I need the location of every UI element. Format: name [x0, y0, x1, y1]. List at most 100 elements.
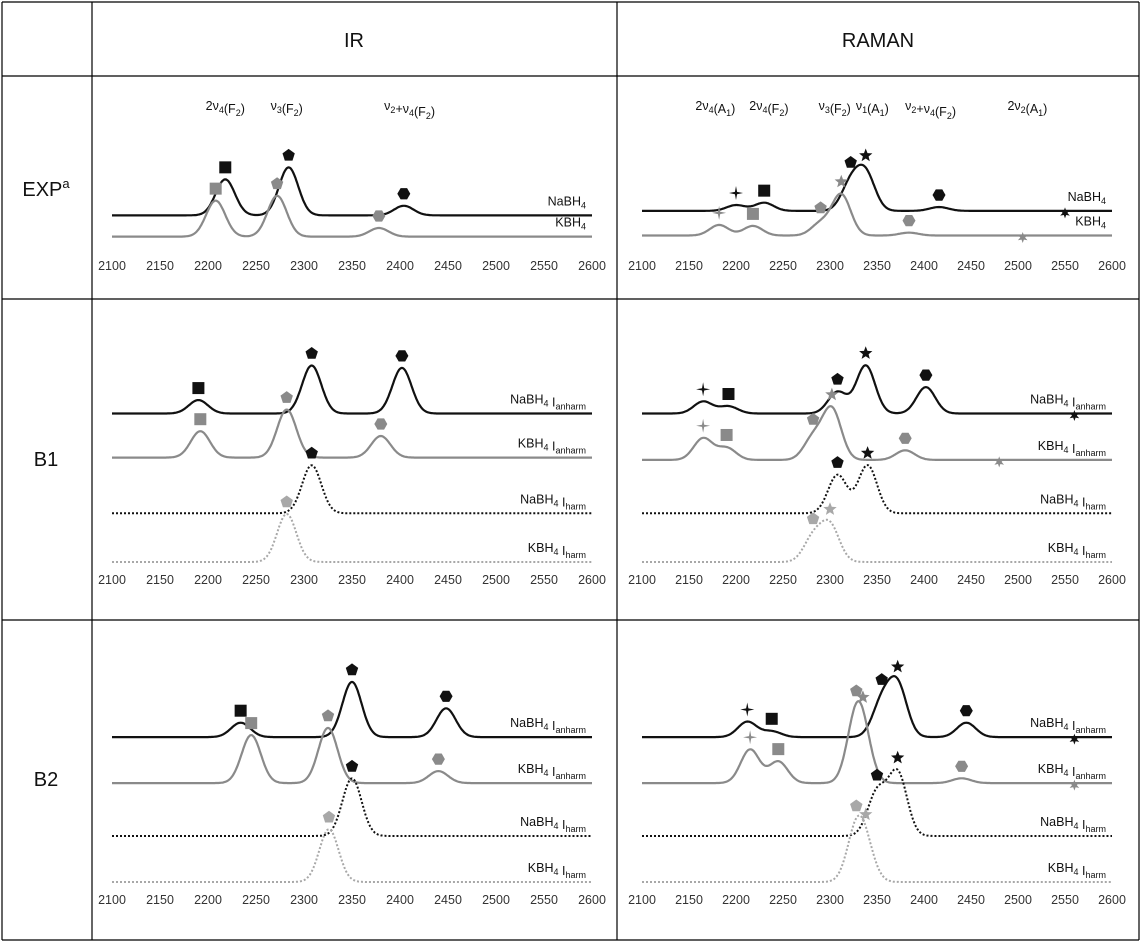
asterisk-marker	[994, 456, 1004, 467]
x-tick-label: 2150	[146, 893, 174, 907]
series-label: NaBH4 Ianharm	[1030, 716, 1106, 735]
anno-part: 2	[749, 99, 756, 113]
label-part: NaBH	[1040, 815, 1073, 829]
x-tick-label: 2300	[290, 573, 318, 587]
anno-part: (F	[414, 105, 426, 119]
x-tick-label: 2600	[1098, 893, 1126, 907]
x-tick-label: 2250	[769, 573, 797, 587]
label-part: KBH	[1038, 439, 1064, 453]
anno-part: (A	[867, 102, 880, 116]
anno-part: )	[885, 102, 889, 116]
x-tick-label: 2400	[910, 573, 938, 587]
mode-annotation: ν3(F2)	[819, 99, 851, 118]
x-tick-label: 2450	[434, 573, 462, 587]
label-part: KBH	[1048, 541, 1074, 555]
label-part: NaBH	[548, 194, 581, 208]
plus-marker	[743, 730, 757, 744]
x-tick-label: 2250	[769, 259, 797, 273]
x-tick-label: 2200	[722, 893, 750, 907]
x-tick-label: 2400	[386, 573, 414, 587]
mode-annotation: ν2+ν4(F2)	[384, 99, 435, 121]
label-part: NaBH	[520, 815, 553, 829]
x-tick-label: 2250	[242, 893, 270, 907]
asterisk-marker	[1060, 207, 1070, 218]
header-ir: IR	[344, 30, 364, 52]
x-tick-label: 2300	[816, 573, 844, 587]
anno-part: (A	[1026, 102, 1039, 116]
label-part: NaBH	[520, 492, 553, 506]
anno-part: (A	[714, 102, 727, 116]
mode-annotation: 2ν4(F2)	[749, 99, 788, 118]
x-tick-label: 2450	[957, 259, 985, 273]
anno-part: )	[731, 102, 735, 116]
star-marker	[823, 502, 836, 515]
x-tick-label: 2500	[1004, 573, 1032, 587]
pentagon-marker	[850, 685, 862, 697]
square-marker	[194, 413, 206, 425]
x-tick-label: 2300	[290, 259, 318, 273]
series-label: KBH4	[1075, 215, 1106, 231]
x-tick-label: 2350	[863, 573, 891, 587]
x-tick-label: 2100	[98, 573, 126, 587]
anno-part: (F	[768, 102, 780, 116]
pentagon-marker	[306, 447, 318, 459]
x-tick-label: 2550	[530, 573, 558, 587]
anno-part: 2	[206, 99, 213, 113]
pentagon-marker	[831, 373, 843, 385]
x-tick-label: 2150	[146, 573, 174, 587]
hexagon-marker	[397, 188, 410, 199]
label-sub: harm	[565, 501, 586, 511]
panel-b2-raman: NaBH4 IanharmKBH4 IanharmNaBH4 IharmKBH4…	[628, 660, 1126, 907]
label-sub: 4	[1101, 196, 1106, 206]
series-label: KBH4 Ianharm	[518, 762, 586, 781]
plus-marker	[696, 382, 710, 396]
x-tick-label: 2550	[530, 259, 558, 273]
hexagon-marker	[955, 761, 968, 772]
label-part: KBH	[555, 216, 581, 230]
x-tick-label: 2600	[1098, 573, 1126, 587]
star-marker	[859, 346, 872, 359]
plus-marker	[696, 419, 710, 433]
asterisk-marker	[1018, 232, 1028, 243]
anno-part: (F	[830, 102, 842, 116]
square-marker	[210, 183, 222, 195]
star-marker	[891, 751, 904, 764]
label-part: NaBH	[510, 716, 543, 730]
anno-part: )	[431, 105, 435, 119]
pentagon-marker	[850, 800, 862, 812]
series-label: KBH4 Ianharm	[1038, 439, 1106, 458]
x-tick-label: 2500	[482, 893, 510, 907]
series-line-nabh4	[642, 165, 1112, 211]
x-tick-label: 2400	[386, 259, 414, 273]
label-sub: harm	[1085, 550, 1106, 560]
series-label: NaBH4 Iharm	[520, 492, 586, 511]
series-label: KBH4 Ianharm	[1038, 762, 1106, 781]
square-marker	[766, 713, 778, 725]
square-marker	[722, 388, 734, 400]
x-tick-label: 2300	[290, 893, 318, 907]
star-marker	[859, 149, 872, 162]
x-tick-label: 2350	[863, 259, 891, 273]
x-tick-label: 2550	[530, 893, 558, 907]
anno-part: (F	[282, 102, 294, 116]
x-tick-label: 2100	[98, 259, 126, 273]
series-label: NaBH4 Iharm	[520, 815, 586, 834]
x-tick-label: 2250	[242, 573, 270, 587]
label-part: KBH	[1048, 861, 1074, 875]
label-part: KBH	[528, 541, 554, 555]
label-part: NaBH	[1030, 716, 1063, 730]
x-tick-label: 2200	[722, 573, 750, 587]
label-sub: harm	[565, 824, 586, 834]
square-marker	[772, 743, 784, 755]
pentagon-marker	[283, 149, 295, 161]
square-marker	[758, 185, 770, 197]
hexagon-marker	[440, 691, 453, 702]
x-tick-label: 2200	[194, 259, 222, 273]
hexagon-marker	[374, 418, 387, 429]
x-tick-label: 2100	[628, 259, 656, 273]
label-sub: harm	[1085, 824, 1106, 834]
pentagon-marker	[831, 456, 843, 468]
label-sub: 4	[581, 200, 586, 210]
